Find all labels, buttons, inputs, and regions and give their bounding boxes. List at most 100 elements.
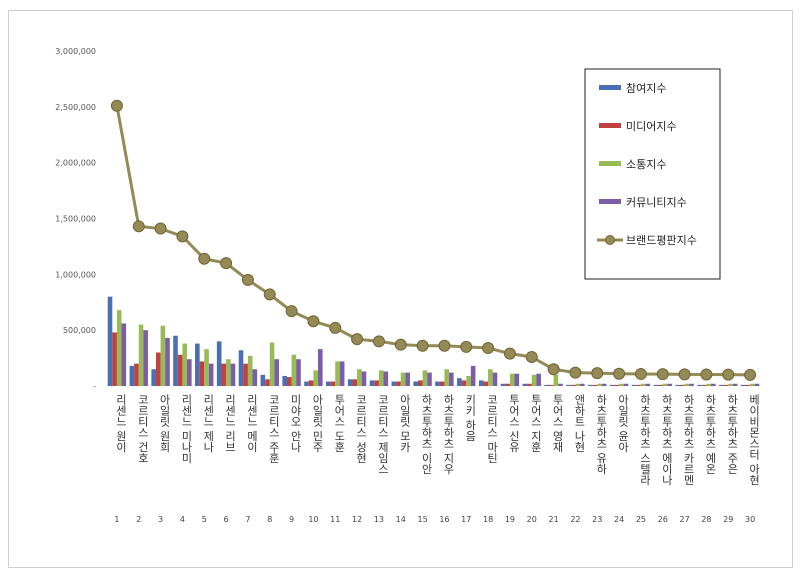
bar <box>129 365 135 386</box>
legend-label: 브랜드평판지수 <box>626 234 697 247</box>
bar <box>553 374 559 386</box>
line-point <box>372 335 385 348</box>
rank-label: 14 <box>396 515 406 524</box>
bar <box>711 383 716 386</box>
bar <box>352 379 358 386</box>
bar <box>230 363 236 386</box>
brand-reputation-chart: - 500,000 1,000,000 1,500,000 2,000,000 2,500… <box>55 47 760 524</box>
rank-label: 1 <box>114 515 119 524</box>
bar <box>636 384 641 386</box>
bar <box>326 381 331 386</box>
rank-label: 5 <box>202 515 207 524</box>
category-label: 코르티스 건호 <box>136 394 149 464</box>
line-point <box>285 305 298 318</box>
bar <box>134 363 139 386</box>
rank-label: 6 <box>224 515 229 524</box>
category-label: 하츠투하츠 예온 <box>704 393 717 475</box>
bar <box>182 343 188 386</box>
y-tick-label: 2,500,000 <box>55 103 96 112</box>
category-label: 하츠투하츠 에이나 <box>660 393 673 486</box>
bar <box>662 383 668 386</box>
bar <box>444 369 450 386</box>
bar <box>580 383 585 386</box>
bar <box>548 384 554 386</box>
category-label: 하츠투하츠 지우 <box>442 393 455 475</box>
rank-label: 10 <box>308 515 318 524</box>
rank-label: 13 <box>374 515 384 524</box>
line-point <box>525 350 538 363</box>
y-tick-label: 1,000,000 <box>55 270 96 279</box>
bar <box>531 374 537 386</box>
line-point <box>569 366 582 379</box>
category-label: 아일릿 모카 <box>398 394 411 453</box>
legend-marker <box>605 235 615 245</box>
bar <box>745 384 751 386</box>
bar <box>509 373 515 386</box>
legend-label: 커뮤니티지수 <box>626 196 687 209</box>
line-point <box>744 368 757 381</box>
rank-label: 8 <box>267 515 272 524</box>
bar <box>199 361 205 386</box>
bar <box>177 354 183 386</box>
rank-label: 3 <box>158 515 163 524</box>
rank-label: 9 <box>289 515 294 524</box>
category-label: 하츠투하츠 주은 <box>726 393 739 475</box>
line-point <box>503 347 516 360</box>
rank-label: 17 <box>461 515 471 524</box>
bar <box>269 342 275 386</box>
line-point <box>547 363 560 376</box>
category-label: 코르티스 제임스 <box>376 394 389 475</box>
bar <box>313 370 319 386</box>
bar <box>740 384 746 386</box>
category-label: 하츠투하츠 카르멘 <box>682 393 695 486</box>
line-point <box>241 273 254 286</box>
bar <box>609 384 615 386</box>
line-point <box>263 288 276 301</box>
line-point <box>700 368 713 381</box>
bar <box>405 372 410 386</box>
bar <box>658 384 663 386</box>
category-label: 투어스 지훈 <box>529 394 542 453</box>
legend-swatch <box>599 85 621 90</box>
bar <box>195 343 200 386</box>
category-label: 리센느 리브 <box>224 394 237 453</box>
category-label: 투어스 영재 <box>551 394 564 453</box>
bar <box>514 373 520 386</box>
bar <box>631 384 637 386</box>
bar <box>369 380 375 386</box>
bar <box>536 373 541 386</box>
bar <box>417 380 423 386</box>
category-label: 하츠투하츠 스텔라 <box>638 393 651 486</box>
bar <box>260 374 266 386</box>
rank-label: 27 <box>679 515 689 524</box>
bar <box>291 354 297 386</box>
bar <box>689 383 694 386</box>
bar <box>697 384 702 386</box>
bar <box>478 380 484 386</box>
bar <box>588 384 593 386</box>
x-axis: 리센느 원이 1 코르티스 건호 2 아일릿 원희 3 리센느 미나미 4 리센느 제나 5 리센느… <box>114 393 760 524</box>
bar <box>601 383 607 386</box>
bar <box>439 381 445 386</box>
bar <box>435 381 440 386</box>
line-point <box>613 367 626 380</box>
line-point <box>132 220 145 233</box>
y-tick-label: 3,000,000 <box>55 47 96 56</box>
category-label: 리센느 원이 <box>114 394 127 453</box>
rank-label: 26 <box>658 515 668 524</box>
bar <box>645 383 651 386</box>
bar <box>701 384 707 386</box>
y-axis: - 500,000 1,000,000 1,500,000 2,000,000 2,500… <box>55 47 96 391</box>
bar <box>282 375 287 386</box>
line-point <box>154 222 167 235</box>
bar <box>422 370 428 386</box>
legend-box <box>584 68 721 280</box>
bar <box>347 379 353 386</box>
bar <box>247 355 253 386</box>
bar <box>400 372 406 386</box>
bar <box>296 359 301 386</box>
category-label: 코르티스 마틴 <box>486 394 499 464</box>
bar <box>396 381 401 386</box>
bar <box>361 371 367 386</box>
line-point <box>351 333 364 346</box>
